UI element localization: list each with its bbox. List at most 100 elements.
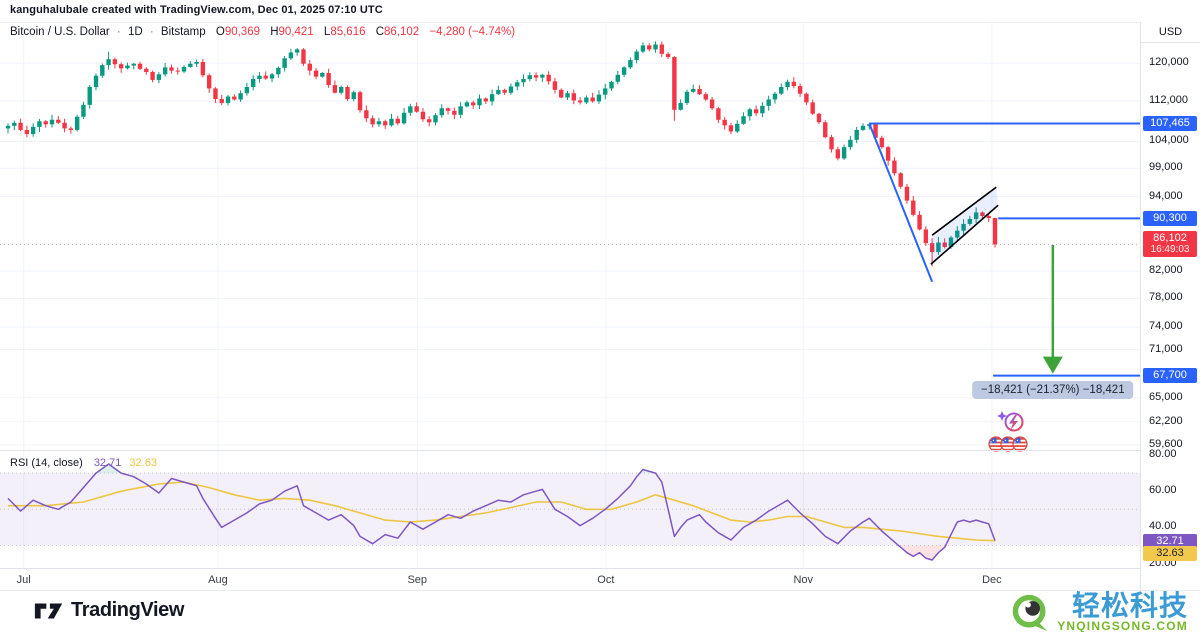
candle[interactable]	[313, 70, 319, 77]
candle[interactable]	[873, 124, 878, 138]
candle[interactable]	[162, 67, 168, 75]
candle[interactable]	[351, 92, 356, 99]
candle[interactable]	[565, 93, 570, 98]
tradingview-logo[interactable]: TradingView	[34, 599, 184, 622]
candle[interactable]	[697, 88, 702, 95]
candle[interactable]	[389, 118, 394, 126]
candle[interactable]	[320, 72, 325, 77]
candle[interactable]	[43, 121, 48, 125]
candle[interactable]	[12, 122, 17, 126]
candle[interactable]	[515, 82, 520, 87]
candle[interactable]	[747, 109, 753, 117]
candle[interactable]	[37, 121, 42, 127]
candle[interactable]	[879, 137, 885, 148]
candle[interactable]	[823, 122, 828, 138]
candle[interactable]	[590, 97, 595, 102]
candle[interactable]	[791, 81, 797, 87]
us-flag-sticker-icon[interactable]	[1013, 437, 1027, 451]
candle[interactable]	[929, 243, 935, 253]
candle[interactable]	[835, 149, 841, 159]
candle[interactable]	[615, 74, 621, 82]
candle[interactable]	[653, 44, 658, 50]
candle[interactable]	[502, 89, 507, 93]
candle[interactable]	[483, 98, 488, 102]
candle[interactable]	[376, 121, 382, 125]
candle[interactable]	[471, 102, 476, 106]
candle[interactable]	[137, 63, 143, 69]
candle[interactable]	[112, 59, 118, 65]
candle[interactable]	[206, 75, 212, 89]
brand-logo[interactable]: 轻松科技 YNQINGSONG.COM	[1009, 592, 1188, 632]
candle[interactable]	[527, 75, 532, 79]
candle[interactable]	[596, 94, 602, 102]
candle[interactable]	[257, 75, 262, 79]
candle[interactable]	[848, 139, 853, 148]
bear-flag-channel-fill[interactable]	[930, 187, 999, 265]
candle[interactable]	[238, 93, 243, 100]
candle[interactable]	[496, 89, 501, 95]
candle[interactable]	[728, 125, 734, 132]
candle[interactable]	[93, 75, 99, 87]
candle[interactable]	[370, 118, 375, 125]
candle[interactable]	[427, 119, 432, 123]
candle[interactable]	[678, 102, 683, 110]
candle[interactable]	[81, 104, 86, 117]
candle[interactable]	[338, 86, 344, 93]
candle[interactable]	[156, 74, 162, 80]
candle[interactable]	[489, 94, 495, 102]
candle[interactable]	[967, 219, 973, 224]
candle[interactable]	[250, 78, 256, 87]
candle[interactable]	[904, 186, 910, 201]
candle[interactable]	[634, 51, 639, 61]
symbol-title[interactable]: Bitcoin / U.S. Dollar	[10, 26, 110, 38]
candle[interactable]	[665, 53, 671, 57]
candle[interactable]	[709, 99, 715, 109]
candle[interactable]	[584, 97, 589, 103]
candle[interactable]	[439, 108, 444, 116]
candle[interactable]	[898, 173, 903, 187]
candle[interactable]	[955, 230, 960, 238]
candle[interactable]	[326, 72, 331, 86]
rsi-ma-line[interactable]	[8, 481, 996, 542]
candle[interactable]	[785, 81, 790, 87]
candle[interactable]	[741, 116, 746, 124]
candle[interactable]	[533, 75, 539, 78]
candle[interactable]	[175, 70, 180, 72]
candle[interactable]	[923, 229, 929, 244]
channel-upper-line[interactable]	[931, 186, 997, 236]
candle[interactable]	[571, 93, 576, 101]
candle[interactable]	[992, 218, 998, 245]
candle[interactable]	[911, 200, 916, 215]
candle[interactable]	[948, 237, 954, 247]
candle[interactable]	[917, 214, 922, 230]
candle[interactable]	[973, 212, 979, 220]
candle[interactable]	[49, 119, 55, 125]
candle[interactable]	[559, 89, 564, 98]
candle[interactable]	[232, 96, 237, 100]
candle[interactable]	[420, 111, 426, 120]
interval-label[interactable]: 1D	[127, 26, 143, 38]
candle[interactable]	[276, 67, 281, 75]
candle[interactable]	[477, 98, 482, 106]
candle[interactable]	[294, 49, 300, 53]
candle[interactable]	[684, 91, 690, 103]
candle[interactable]	[282, 58, 287, 68]
time-scale[interactable]: Jul Aug Sep Oct Nov Dec	[0, 568, 1200, 590]
candle[interactable]	[213, 88, 218, 99]
candle[interactable]	[301, 49, 306, 64]
candle[interactable]	[244, 86, 250, 94]
falling-trendline[interactable]	[868, 123, 934, 283]
candle[interactable]	[445, 108, 451, 111]
candle[interactable]	[125, 65, 130, 69]
candle[interactable]	[854, 129, 859, 140]
candle[interactable]	[30, 126, 36, 135]
candle[interactable]	[609, 81, 614, 89]
candle[interactable]	[269, 74, 275, 79]
candle[interactable]	[74, 116, 80, 130]
candle[interactable]	[458, 106, 463, 115]
candle[interactable]	[640, 45, 646, 52]
candle[interactable]	[772, 93, 778, 100]
candle[interactable]	[307, 63, 312, 71]
candle[interactable]	[552, 81, 558, 90]
pane-divider[interactable]	[0, 450, 1200, 451]
